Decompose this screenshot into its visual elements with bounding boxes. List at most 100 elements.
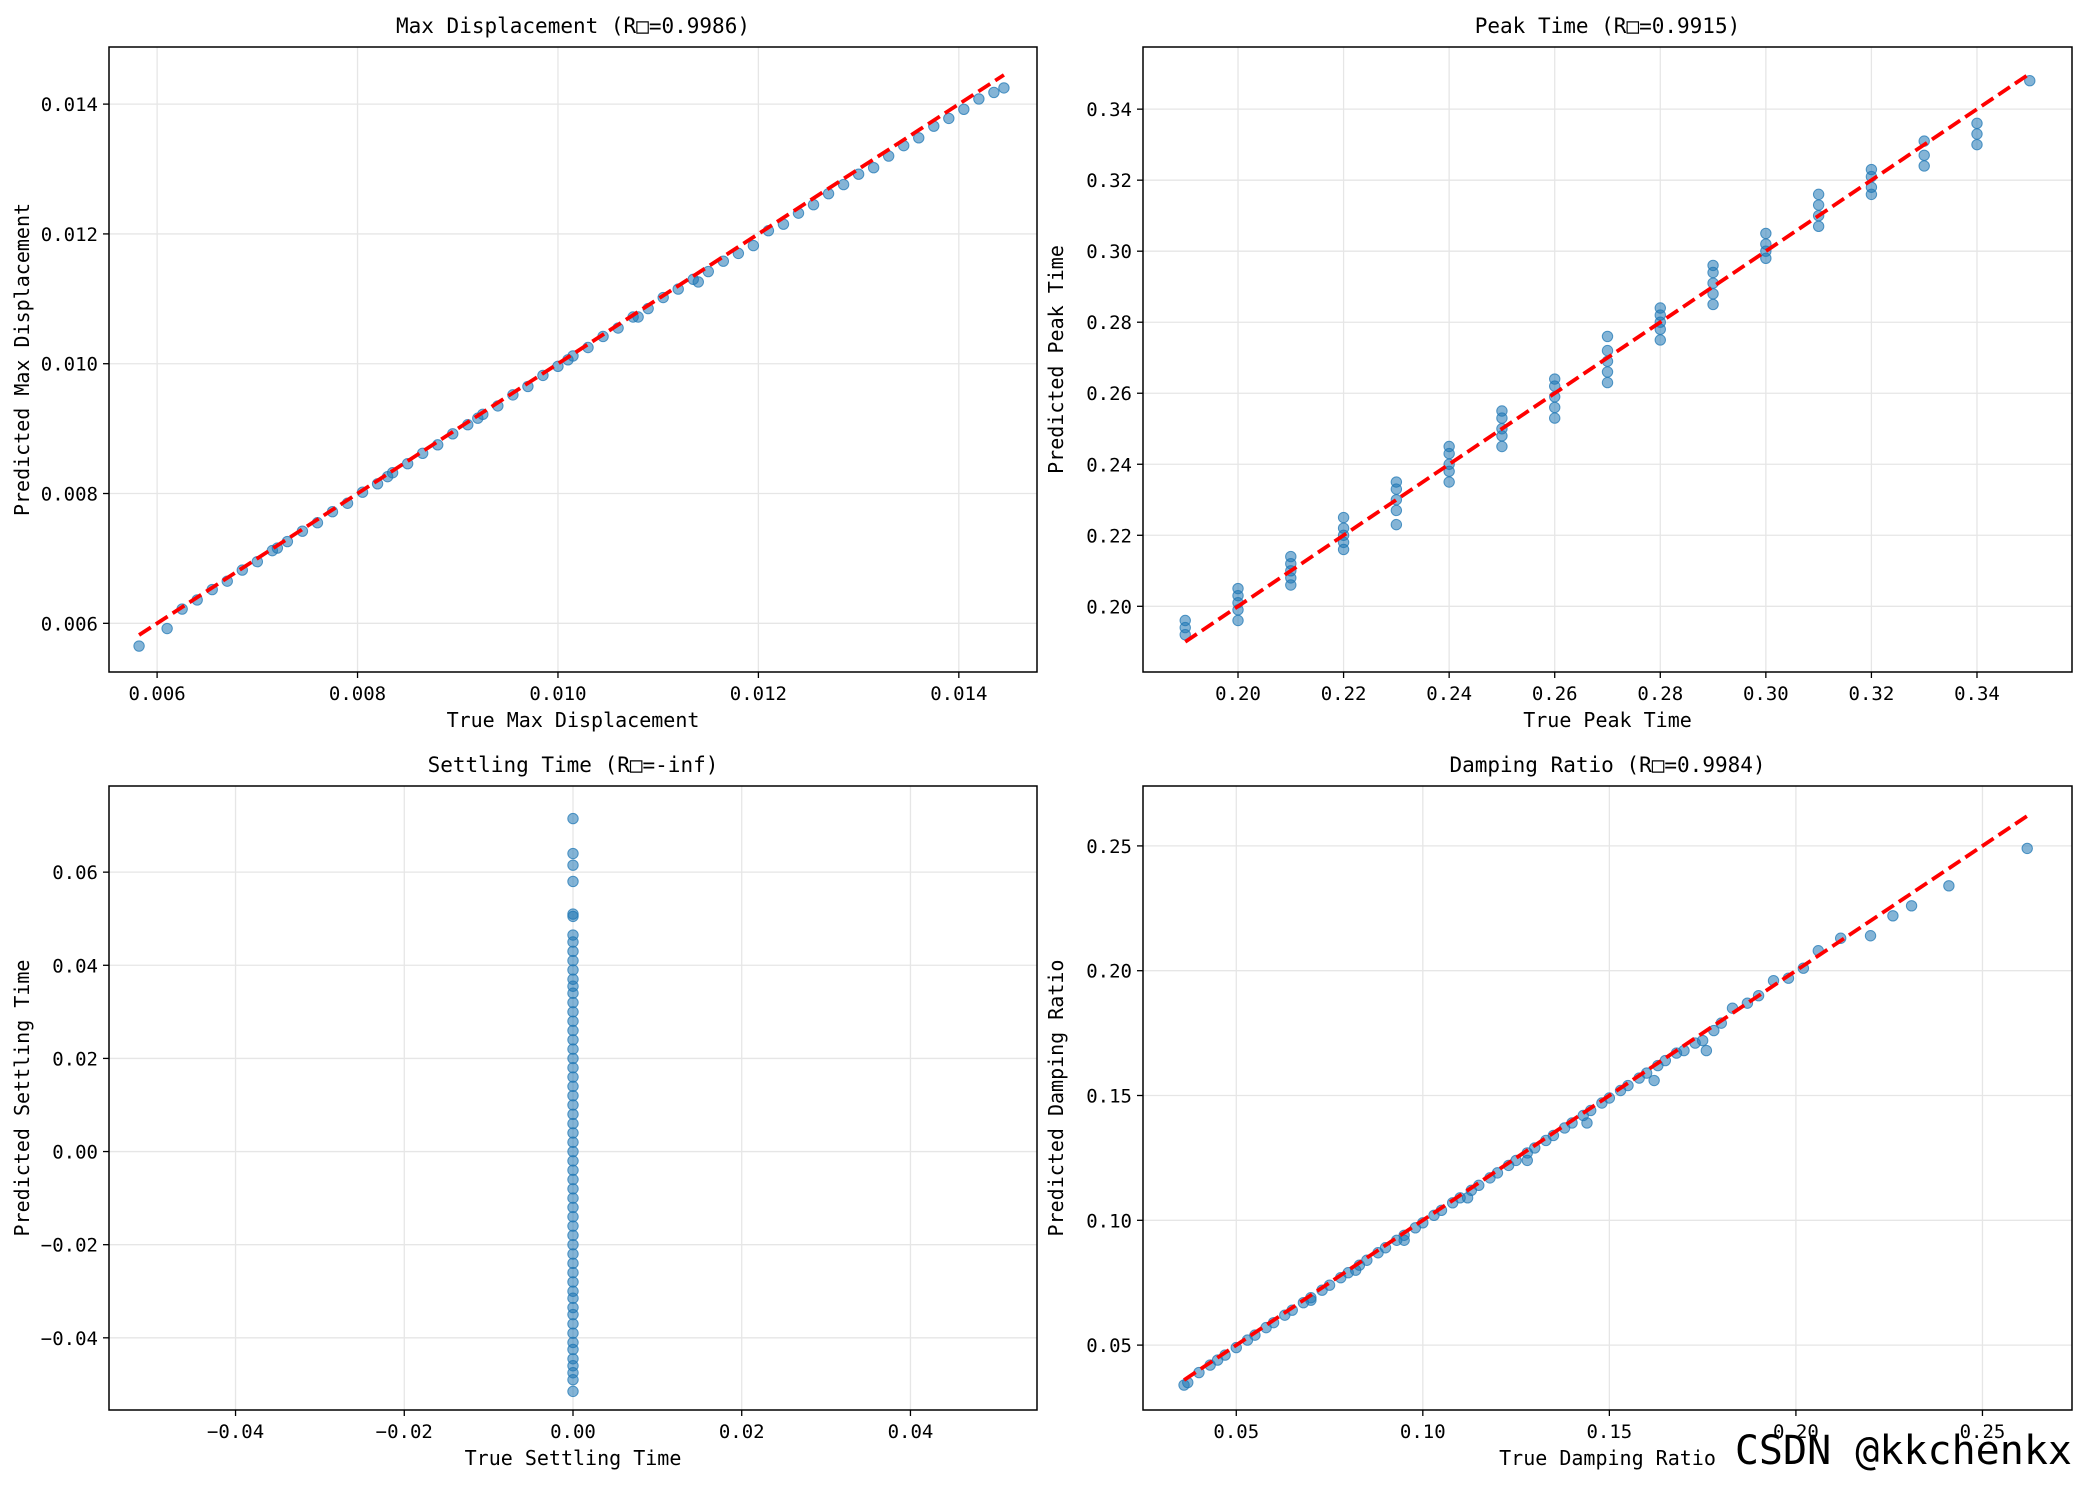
x-tick-label: 0.30: [1743, 683, 1789, 705]
data-point: [567, 847, 579, 860]
subplot-1: 0.006 0.008 0.010 0.012 0.014 0.006 0.008 0.010…: [10, 14, 1038, 732]
reference-line: [138, 73, 1005, 637]
data-point: [1337, 522, 1350, 534]
reference-line: [1184, 72, 2031, 644]
x-tick-label: 0.26: [1532, 683, 1578, 705]
data-point: [867, 162, 880, 174]
data-point: [1601, 376, 1614, 389]
data-point: [1971, 128, 1983, 140]
data-point: [988, 86, 1000, 99]
data-point: [1905, 900, 1918, 912]
data-point: [1398, 1234, 1410, 1246]
subplot-title: Damping Ratio (R□=0.9984): [1449, 753, 1765, 777]
data-point: [1601, 366, 1614, 378]
data-point: [1648, 1074, 1660, 1087]
data-point: [1918, 160, 1930, 172]
data-point: [567, 812, 579, 825]
x-axis-label: True Settling Time: [465, 1446, 682, 1470]
x-axis-label: True Damping Ratio: [1499, 1446, 1716, 1470]
y-tick-label: 0.02: [52, 1048, 98, 1070]
x-tick-label: 0.10: [1400, 1421, 1446, 1443]
x-tick-label: 0.014: [930, 683, 987, 705]
x-tick-label: 0.006: [129, 683, 186, 705]
data-point: [943, 112, 955, 125]
x-tick-label: 0.010: [529, 683, 586, 705]
axes-frame: [1142, 785, 2073, 1411]
x-tick-label: 0.15: [1586, 1421, 1632, 1443]
x-axis-label: True Peak Time: [1523, 708, 1692, 732]
y-tick-label: 0.012: [41, 224, 98, 246]
x-tick-label: 0.05: [1213, 1421, 1259, 1443]
x-tick-label: 0.04: [888, 1421, 934, 1443]
data-point: [1943, 880, 1955, 892]
subplot-title: Max Displacement (R□=0.9986): [396, 14, 750, 38]
data-point: [1461, 1192, 1474, 1204]
data-point: [1549, 373, 1561, 385]
data-point: [973, 93, 985, 105]
data-point: [1812, 199, 1825, 211]
y-tick-label: 0.006: [41, 613, 98, 635]
x-tick-label: 0.22: [1321, 683, 1367, 705]
y-tick-label: 0.34: [1086, 99, 1132, 121]
reference-line: [1182, 814, 2029, 1382]
y-tick-label: 0.26: [1086, 383, 1132, 405]
data-point: [1390, 476, 1403, 488]
y-tick-label: 0.28: [1086, 312, 1132, 334]
y-tick-label: 0.24: [1086, 454, 1132, 476]
x-tick-label: 0.20: [1215, 683, 1261, 705]
x-tick-label: 0.012: [730, 683, 787, 705]
y-tick-label: 0.010: [41, 354, 98, 376]
data-point: [567, 859, 579, 871]
y-tick-label: 0.25: [1086, 836, 1132, 858]
data-point: [1496, 405, 1508, 417]
x-tick-label: 0.32: [1849, 683, 1895, 705]
data-point: [692, 276, 704, 288]
data-point: [702, 265, 714, 278]
y-tick-label: 0.06: [52, 862, 98, 884]
x-tick-label: 0.02: [719, 1421, 765, 1443]
data-point: [1971, 138, 1983, 151]
data-point: [1521, 1154, 1533, 1167]
data-point: [1654, 334, 1666, 346]
data-point: [1700, 1044, 1713, 1057]
y-tick-label: 0.10: [1086, 1210, 1132, 1232]
data-point: [1549, 412, 1561, 424]
data-point: [1549, 401, 1561, 414]
data-point: [1918, 149, 1930, 162]
data-point: [1971, 117, 1983, 130]
y-tick-label: 0.15: [1086, 1086, 1132, 1108]
x-tick-label: −0.02: [376, 1421, 433, 1443]
watermark: CSDN @kkchenkx: [1735, 1428, 2072, 1474]
axes-frame: [108, 46, 1038, 673]
y-tick-label: 0.00: [52, 1142, 98, 1164]
data-point: [1601, 330, 1614, 343]
y-tick-label: 0.32: [1086, 170, 1132, 192]
data-point: [807, 199, 820, 211]
data-point: [1707, 259, 1719, 272]
data-point: [2024, 75, 2036, 87]
data-point: [747, 239, 760, 252]
y-tick-label: 0.22: [1086, 525, 1132, 547]
y-axis-label: Predicted Peak Time: [1044, 245, 1068, 474]
data-point: [1390, 518, 1403, 531]
data-point: [1179, 614, 1191, 627]
data-point: [1443, 440, 1455, 453]
data-point: [1496, 440, 1508, 453]
x-tick-label: 0.28: [1637, 683, 1683, 705]
data-point: [161, 622, 173, 635]
data-point: [567, 875, 579, 888]
data-point: [1654, 302, 1666, 314]
y-axis-label: Predicted Settling Time: [10, 960, 34, 1237]
data-point: [1232, 582, 1244, 595]
data-point: [2021, 842, 2033, 855]
y-tick-label: 0.014: [41, 94, 98, 116]
data-point: [567, 1385, 579, 1398]
data-point: [1760, 227, 1772, 240]
x-tick-label: 0.34: [1954, 683, 2000, 705]
axes-frame: [1142, 46, 2073, 673]
data-point: [1232, 614, 1244, 627]
y-tick-label: −0.02: [41, 1235, 98, 1257]
data-point: [133, 640, 145, 652]
subplot-2: 0.20 0.22 0.24 0.26 0.28 0.30 0.32 0.34 0.20 0.22…: [1044, 14, 2073, 732]
data-point: [1443, 476, 1455, 488]
